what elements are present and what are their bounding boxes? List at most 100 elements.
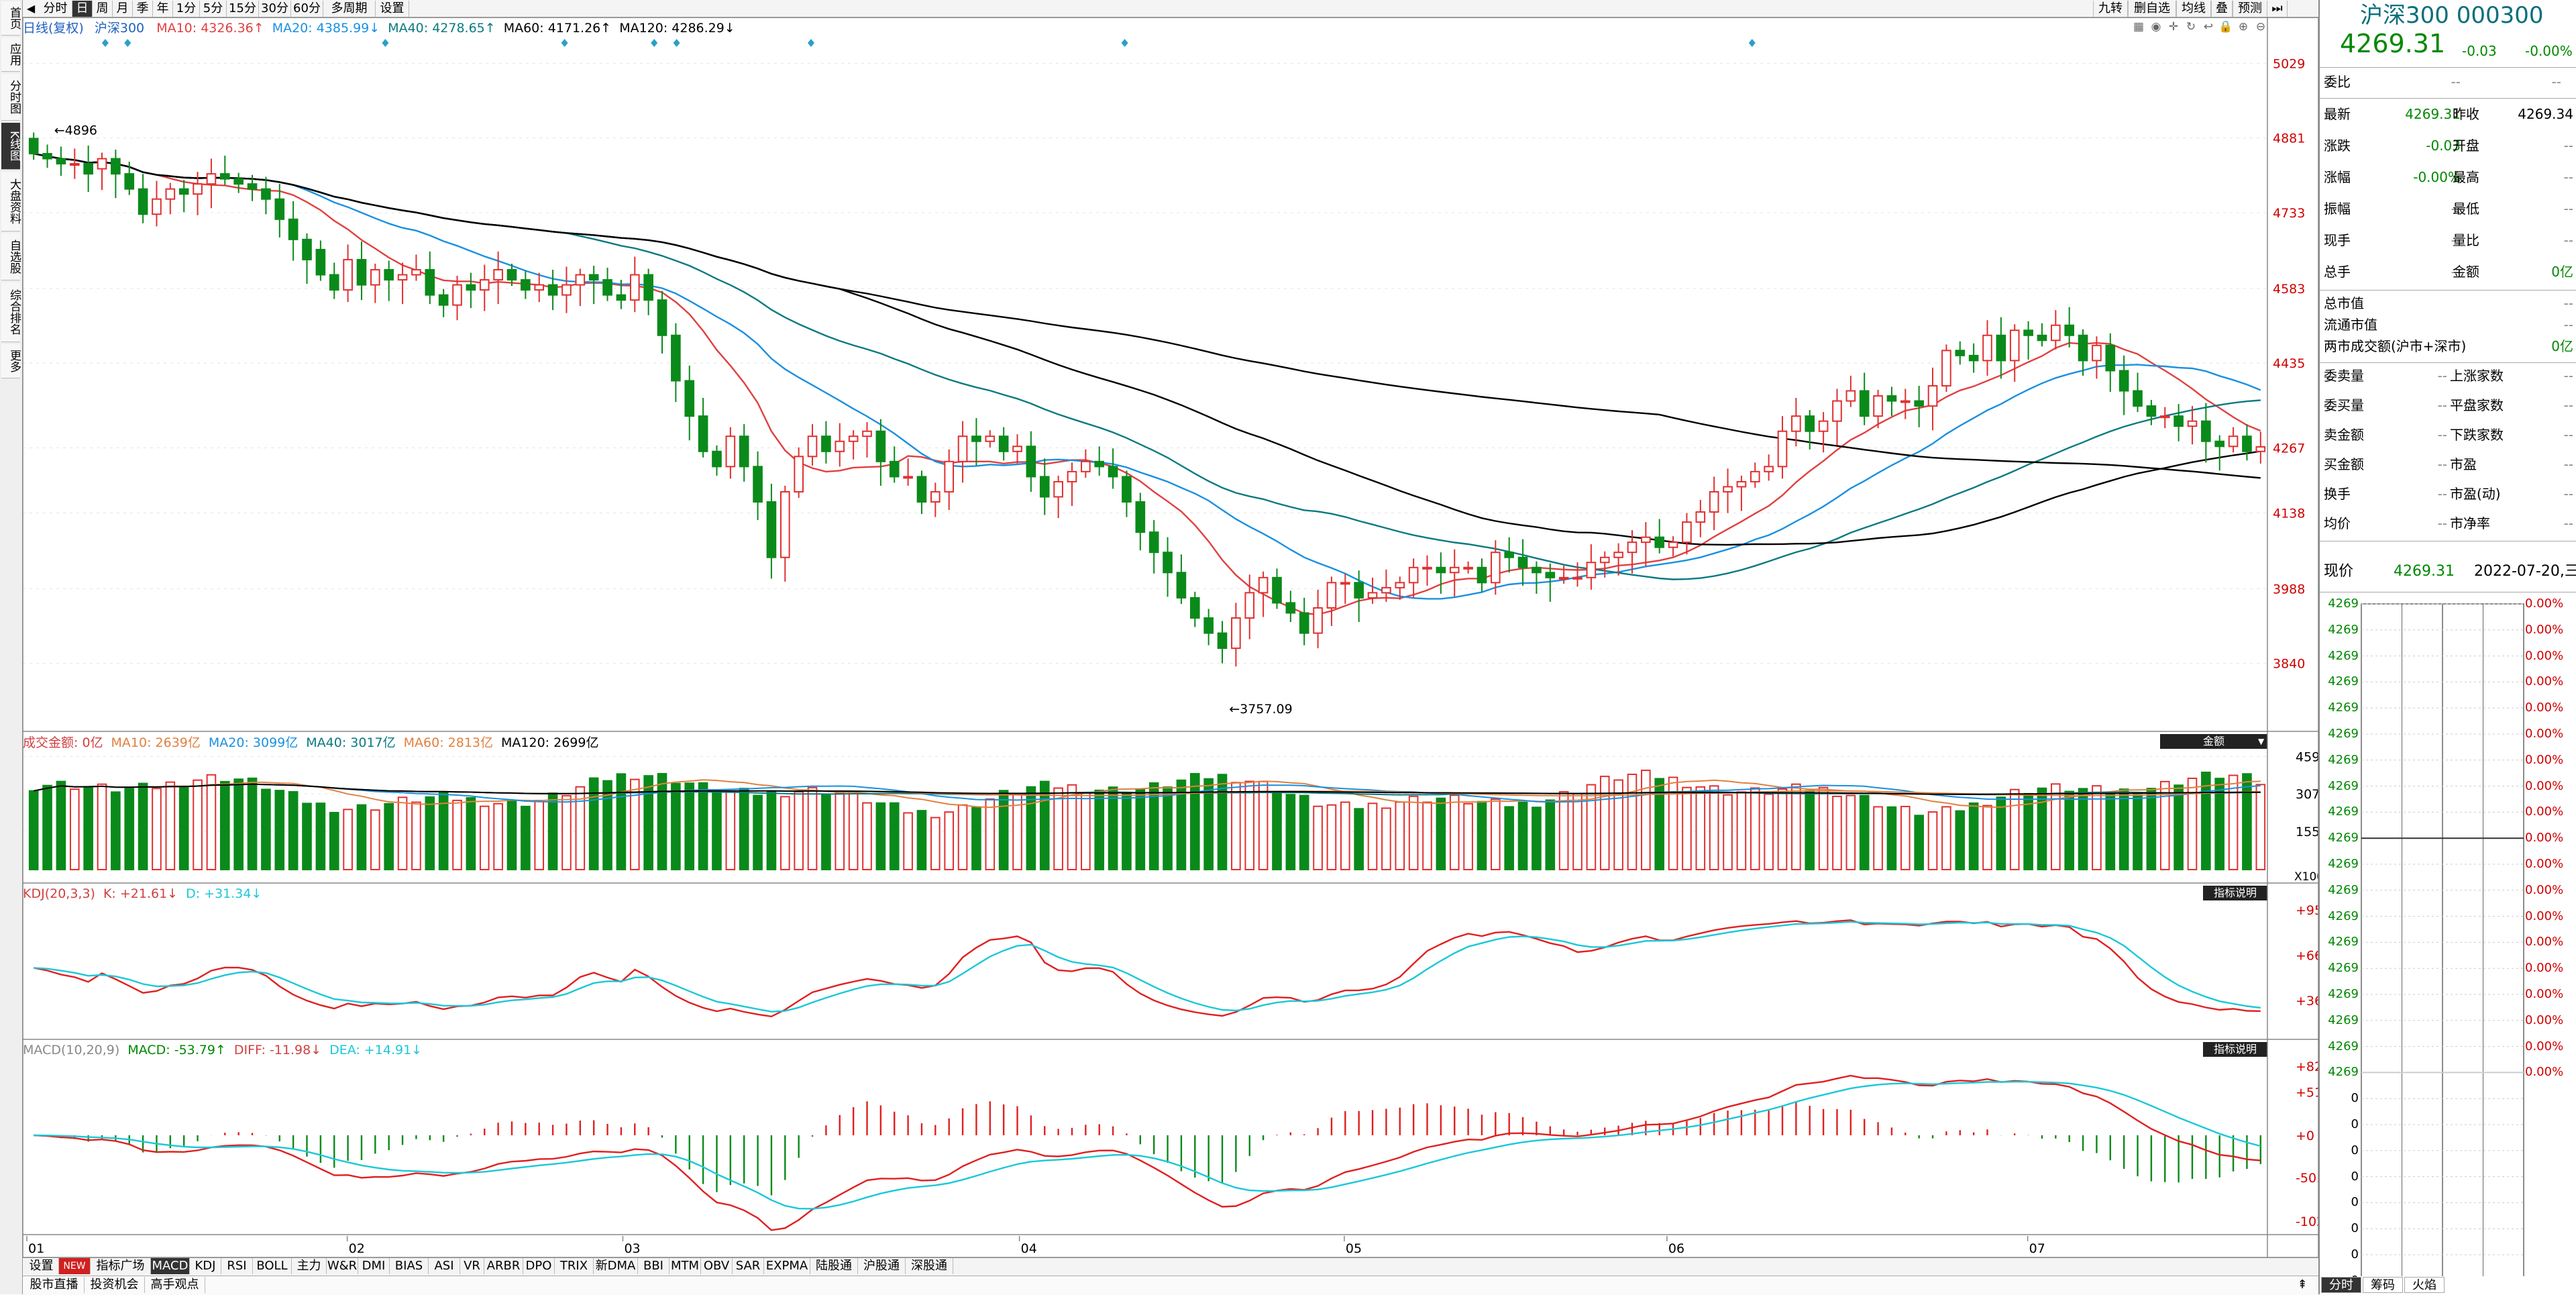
quote-label2-0: 昨收	[2453, 106, 2479, 122]
period-tab-1[interactable]: 日	[72, 1, 93, 17]
volume-bar-106	[1477, 800, 1487, 870]
indicator-tab-4[interactable]: KDJ	[190, 1258, 221, 1274]
indicator-tab-3[interactable]: MACD	[151, 1258, 190, 1274]
indicator-tab-22[interactable]: 陆股通	[810, 1258, 858, 1274]
candle-109	[1517, 556, 1528, 568]
indicator-tab-12[interactable]: VR	[460, 1258, 484, 1274]
volume-bar-35	[506, 799, 517, 870]
price-chart[interactable]: 5029 4881 4733 4583 4435 4267 4138 3988 3840 ←489…	[23, 17, 2318, 1292]
left-nav-item-3[interactable]: K线图	[1, 123, 21, 170]
macd-badge[interactable]: 指标说明	[2203, 1042, 2267, 1057]
ladder-pct-18: 0.00%	[2525, 1065, 2564, 1080]
toolbar-close-icon[interactable]: ⏭	[2267, 1, 2288, 17]
indicator-tab-24[interactable]: 深股通	[906, 1258, 953, 1274]
period-tab-4[interactable]: 季	[133, 1, 153, 17]
volume-badge[interactable]: 金额	[2160, 734, 2267, 749]
indicator-tab-13[interactable]: ARBR	[484, 1258, 523, 1274]
ladder-pct-1: 0.00%	[2525, 622, 2564, 637]
period-tab-6[interactable]: 1分	[173, 1, 200, 17]
left-nav-item-6[interactable]: 综合排名	[1, 282, 21, 342]
quote-value-5: --	[2451, 264, 2461, 280]
left-nav-item-7[interactable]: 更多	[1, 344, 21, 378]
status-tab-2[interactable]: 高手观点	[145, 1277, 205, 1293]
price-tick-8: 3840	[2273, 657, 2305, 672]
indicator-tab-15[interactable]: TRIX	[555, 1258, 594, 1274]
indicator-tab-10[interactable]: BIAS	[390, 1258, 429, 1274]
indicator-tab-7[interactable]: 主力	[292, 1258, 327, 1274]
period-tab-11[interactable]: 多周期	[323, 1, 376, 17]
period-tab-0[interactable]: 分时	[39, 1, 72, 17]
indicator-tab-8[interactable]: W&R	[327, 1258, 358, 1274]
period-tab-7[interactable]: 5分	[200, 1, 227, 17]
kdj-badge[interactable]: 指标说明	[2203, 886, 2267, 900]
now-price-value: 4269.31	[2394, 563, 2455, 580]
indicator-tab-20[interactable]: SAR	[733, 1258, 764, 1274]
quote-label2-5: 金额	[2453, 264, 2479, 280]
period-tab-9[interactable]: 30分	[259, 1, 291, 17]
indicator-tab-5[interactable]: RSI	[221, 1258, 253, 1274]
indicator-tab-21[interactable]: EXPMA	[764, 1258, 810, 1274]
volume-dropdown-icon[interactable]: ▼	[2258, 737, 2265, 746]
indicator-tab-0[interactable]: 设置	[24, 1258, 59, 1274]
legend-instrument: 沪深300	[94, 21, 145, 36]
candle-44	[629, 274, 640, 301]
event-marker-4	[651, 39, 658, 47]
indicator-tab-6[interactable]: BOLL	[253, 1258, 292, 1274]
status-tab-1[interactable]: 投资机会	[85, 1277, 145, 1293]
left-nav-item-4[interactable]: 大盘资料	[1, 172, 21, 231]
x-tick-4: 05	[1346, 1241, 1362, 1256]
ladder-pct-10: 0.00%	[2525, 857, 2564, 871]
toolbar-button-4[interactable]: 预测	[2233, 1, 2267, 17]
toolbar-button-1[interactable]: 删自选	[2128, 1, 2176, 17]
left-nav-item-1[interactable]: 应用	[1, 38, 21, 72]
indicator-tab-2[interactable]: 指标广场	[91, 1258, 151, 1274]
quote-tab-0[interactable]: 分时	[2321, 1277, 2361, 1293]
price-tick-0: 5029	[2273, 56, 2305, 71]
indicator-tab-23[interactable]: 沪股通	[858, 1258, 906, 1274]
period-tab-10[interactable]: 60分	[291, 1, 323, 17]
toolbar-button-2[interactable]: 均线	[2176, 1, 2211, 17]
period-tab-8[interactable]: 15分	[227, 1, 259, 17]
ladder-price-9: 4269	[2328, 831, 2359, 845]
period-tab-3[interactable]: 月	[113, 1, 133, 17]
candle-5	[97, 158, 107, 170]
collapse-icon[interactable]: ⇞	[2297, 1278, 2308, 1292]
candle-162	[2242, 435, 2252, 452]
volume-bar-149	[2064, 790, 2075, 871]
indicator-tab-9[interactable]: DMI	[358, 1258, 390, 1274]
toolbar-button-0[interactable]: 九转	[2093, 1, 2128, 17]
volume-bar-61	[862, 802, 872, 870]
period-tab-2[interactable]: 周	[93, 1, 113, 17]
toolbar-button-3[interactable]: 叠	[2211, 1, 2233, 17]
candle-72	[1012, 446, 1022, 452]
indicator-tab-14[interactable]: DPO	[523, 1258, 555, 1274]
ladder-price-5: 4269	[2328, 727, 2359, 741]
indicator-tab-1[interactable]: NEW	[59, 1258, 91, 1274]
left-nav-item-0[interactable]: 首页	[1, 1, 21, 36]
indicator-tab-19[interactable]: OBV	[701, 1258, 733, 1274]
quote-label-5: 总手	[2324, 264, 2351, 280]
quote-tab-2[interactable]: 火焰	[2404, 1277, 2445, 1293]
candle-9	[152, 198, 162, 215]
volume-bar-30	[438, 792, 449, 871]
volume-bar-2	[56, 780, 66, 870]
period-tab-12[interactable]: 设置	[376, 1, 409, 17]
candle-142	[1968, 354, 1979, 362]
indicator-tab-11[interactable]: ASI	[429, 1258, 460, 1274]
toolbar-back-icon[interactable]: ◀	[26, 2, 36, 15]
status-tab-0[interactable]: 股市直播	[24, 1277, 85, 1293]
candle-86	[1203, 617, 1214, 634]
intraday-ladder[interactable]	[2320, 592, 2576, 1276]
period-tab-5[interactable]: 年	[153, 1, 173, 17]
left-nav-item-5[interactable]: 自选股	[1, 234, 21, 280]
left-nav-item-2[interactable]: 分时图	[1, 74, 21, 121]
indicator-tab-18[interactable]: MTM	[669, 1258, 701, 1274]
volume-bar-26	[384, 802, 394, 870]
ladder-price-1: 4269	[2328, 622, 2359, 637]
quote-tab-1[interactable]: 筹码	[2363, 1277, 2403, 1293]
indicator-tab-17[interactable]: BBI	[638, 1258, 669, 1274]
candle-135	[1873, 395, 1883, 417]
volume-bar-38	[547, 792, 558, 871]
indicator-tab-16[interactable]: 新DMA	[594, 1258, 638, 1274]
candle-19	[288, 218, 299, 240]
